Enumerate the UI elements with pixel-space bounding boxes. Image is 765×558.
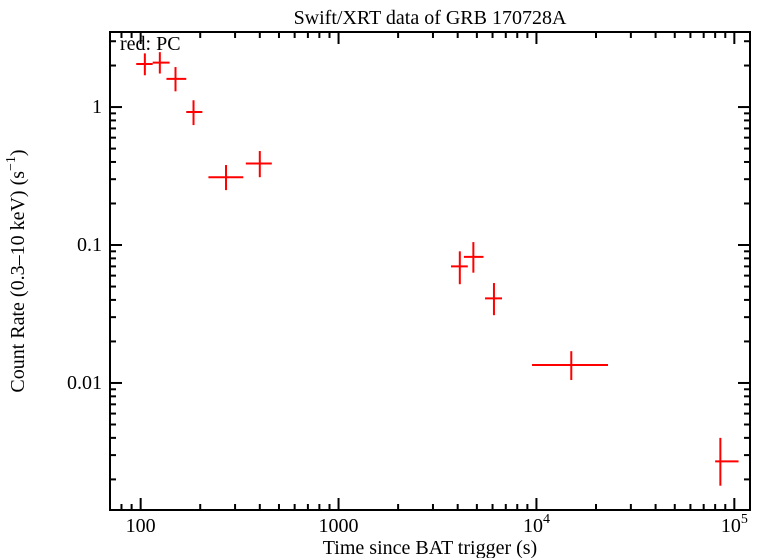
lightcurve-chart: 1001000104105 0.010.11 Swift/XRT data of… — [0, 0, 765, 558]
x-tick-label: 100 — [126, 515, 156, 537]
y-tick-label: 1 — [92, 96, 102, 118]
x-axis-label: Time since BAT trigger (s) — [323, 537, 537, 558]
legend-label: red: PC — [120, 33, 181, 55]
y-axis-label: Count Rate (0.3–10 keV) (s−1) — [4, 149, 29, 392]
y-tick-label: 0.01 — [67, 372, 102, 394]
y-tick-label: 0.1 — [77, 234, 102, 256]
x-tick-label: 1000 — [319, 515, 359, 537]
chart-title: Swift/XRT data of GRB 170728A — [294, 7, 567, 29]
chart-background — [0, 0, 765, 558]
